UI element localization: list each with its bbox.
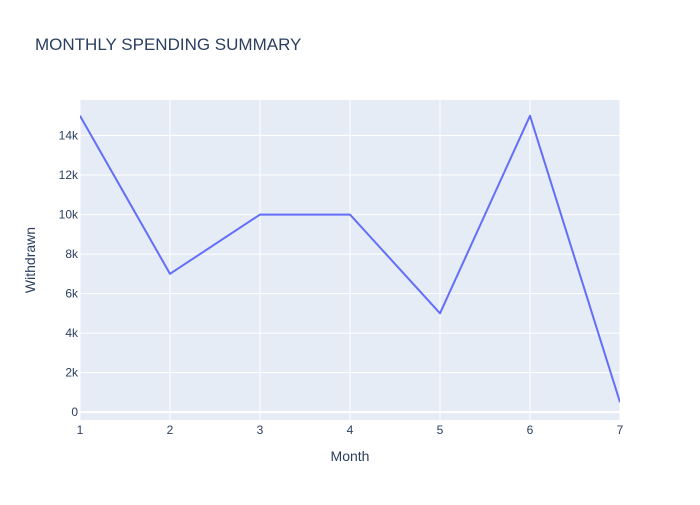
x-tick-label: 6 — [527, 423, 534, 437]
x-axis-title: Month — [331, 448, 370, 464]
y-tick-label: 0 — [71, 405, 78, 419]
y-tick-label: 2k — [65, 366, 79, 380]
x-tick-label: 5 — [437, 423, 444, 437]
grid-lines — [79, 100, 621, 420]
x-axis-ticks: 1 2 3 4 5 6 7 — [77, 423, 624, 437]
y-tick-label: 10k — [59, 208, 79, 222]
x-tick-label: 2 — [167, 423, 174, 437]
y-tick-label: 14k — [59, 129, 79, 143]
y-tick-label: 6k — [65, 287, 79, 301]
y-tick-label: 8k — [65, 247, 79, 261]
y-axis-title: Withdrawn — [22, 227, 38, 293]
y-axis-ticks: 0 2k 4k 6k 8k 10k 12k 14k — [59, 129, 79, 420]
series-layer — [80, 114, 620, 403]
series-line — [80, 114, 620, 403]
x-tick-label: 7 — [617, 423, 624, 437]
x-tick-label: 1 — [77, 423, 84, 437]
x-tick-label: 3 — [257, 423, 264, 437]
x-tick-label: 4 — [347, 423, 354, 437]
y-tick-label: 4k — [65, 326, 79, 340]
y-tick-label: 12k — [59, 168, 79, 182]
chart-title: MONTHLY SPENDING SUMMARY — [35, 35, 301, 54]
